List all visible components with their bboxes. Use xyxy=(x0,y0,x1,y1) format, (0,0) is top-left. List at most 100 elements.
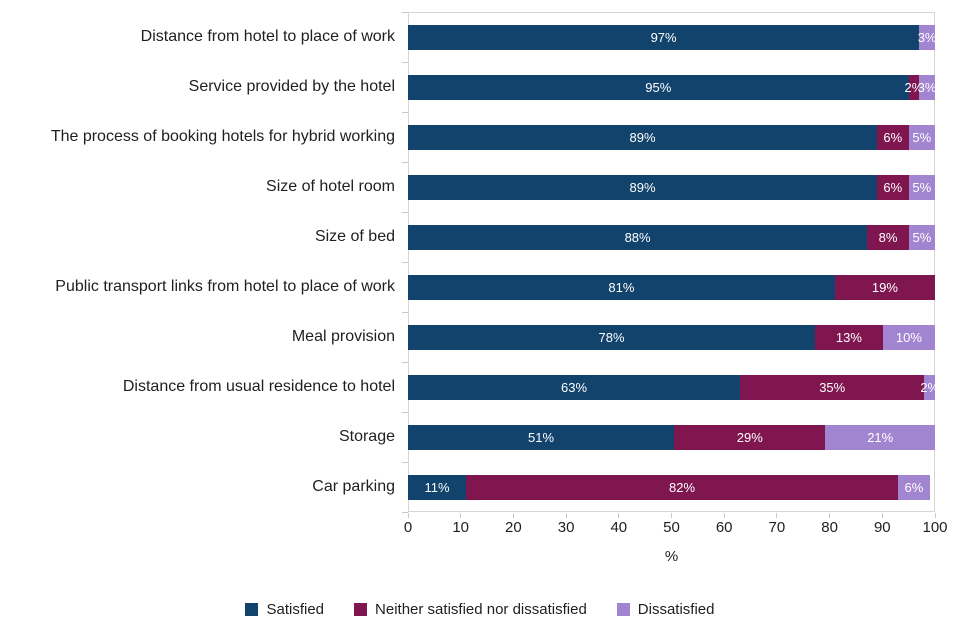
bar-segment: 3% xyxy=(917,74,937,100)
bar-value-label: 82% xyxy=(669,479,696,495)
x-tick-label: 10 xyxy=(452,519,470,536)
bar-value-label: 6% xyxy=(883,129,903,145)
legend: Satisfied Neither satisfied nor dissatisf… xyxy=(0,601,960,618)
bar-value-label: 6% xyxy=(904,479,924,495)
bar-segment: 5% xyxy=(908,224,935,250)
bar-segment: 89% xyxy=(408,174,878,200)
x-axis: 0 10 20 30 40 50 60 70 80 90 100 xyxy=(404,519,948,539)
bar-value-label: 5% xyxy=(912,229,932,245)
bar-segment: 6% xyxy=(898,474,930,500)
bar-segment: 97% xyxy=(408,24,920,50)
chart-row: Size of bed 88% 8% 5% xyxy=(0,212,935,262)
bar-value-label: 88% xyxy=(624,229,651,245)
chart-row: The process of booking hotels for hybrid… xyxy=(0,112,935,162)
bar-track: 63% 35% 2% xyxy=(408,374,939,400)
bar-value-label: 3% xyxy=(917,79,937,95)
category-label: Storage xyxy=(338,428,395,446)
bar-track: 78% 13% 10% xyxy=(408,324,935,350)
y-tick-mark xyxy=(402,212,408,213)
x-tick-label: 40 xyxy=(610,519,628,536)
bar-value-label: 89% xyxy=(629,129,656,145)
bar-value-label: 63% xyxy=(560,379,588,395)
x-tick-mark xyxy=(565,513,567,518)
bar-track: 11% 82% 6% xyxy=(408,474,935,500)
bar-value-label: 5% xyxy=(912,179,932,195)
chart-row: Distance from hotel to place of work 97%… xyxy=(0,12,937,62)
y-tick-mark xyxy=(402,162,408,163)
x-tick-mark xyxy=(512,513,514,518)
bar-segment: 5% xyxy=(908,174,935,200)
x-tick-mark xyxy=(776,513,778,518)
chart-rows: Distance from hotel to place of work 97%… xyxy=(0,12,939,512)
chart-row: Meal provision 78% 13% 10% xyxy=(0,312,935,362)
bar-value-label: 21% xyxy=(867,429,894,445)
bar-segment: 51% xyxy=(408,424,675,450)
legend-swatch xyxy=(616,603,630,616)
legend-swatch xyxy=(354,603,368,616)
bar-segment: 2% xyxy=(920,374,939,400)
legend-item: Dissatisfied xyxy=(616,601,715,618)
y-tick-mark xyxy=(402,312,408,313)
bar-segment: 88% xyxy=(408,224,868,250)
y-tick-mark xyxy=(402,362,408,363)
x-tick-mark xyxy=(460,513,462,518)
x-tick-mark xyxy=(671,513,672,518)
x-tick-label: 30 xyxy=(557,519,575,536)
bar-value-label: 19% xyxy=(871,279,898,295)
category-label: Distance from hotel to place of work xyxy=(140,28,395,46)
legend-label: Satisfied xyxy=(266,601,325,618)
chart-row: Public transport links from hotel to pla… xyxy=(0,262,935,312)
category-label: Service provided by the hotel xyxy=(188,78,395,96)
x-tick-mark xyxy=(618,513,620,518)
x-tick-label: 20 xyxy=(505,519,522,536)
y-tick-mark xyxy=(402,12,408,13)
bar-segment: 19% xyxy=(834,274,935,300)
x-tick-label: 50 xyxy=(663,519,680,536)
bar-track: 89% 6% 5% xyxy=(408,124,935,150)
bar-value-label: 3% xyxy=(917,29,937,45)
bar-segment: 11% xyxy=(408,474,466,500)
bar-segment: 8% xyxy=(867,224,909,250)
category-label: Public transport links from hotel to pla… xyxy=(55,278,395,296)
y-tick-mark xyxy=(402,462,408,463)
chart-row: Car parking 11% 82% 6% xyxy=(0,462,935,512)
y-tick-mark xyxy=(402,412,408,413)
bar-value-label: 13% xyxy=(835,329,862,345)
category-label: Size of hotel room xyxy=(266,178,395,196)
chart-row: Distance from usual residence to hotel 6… xyxy=(0,362,939,412)
y-tick-mark xyxy=(402,62,408,63)
category-label: Size of bed xyxy=(314,228,395,246)
bar-value-label: 8% xyxy=(878,229,898,245)
bar-segment: 6% xyxy=(877,124,909,150)
bar-segment: 3% xyxy=(917,24,937,50)
x-tick-mark xyxy=(407,513,409,518)
x-tick-label: 80 xyxy=(821,519,838,536)
legend-item: Satisfied xyxy=(245,601,324,618)
bar-segment: 21% xyxy=(825,424,935,450)
x-axis-tick-marks xyxy=(407,513,936,518)
bar-track: 95% 2% 3% xyxy=(408,74,937,100)
chart-row: Size of hotel room 89% 6% 5% xyxy=(0,162,935,212)
x-tick-label: 70 xyxy=(768,519,786,536)
bar-segment: 29% xyxy=(674,424,826,450)
bar-track: 88% 8% 5% xyxy=(408,224,935,250)
bar-value-label: 29% xyxy=(736,429,763,445)
x-tick-mark xyxy=(829,513,831,518)
chart-row: Storage 51% 29% 21% xyxy=(0,412,935,462)
bar-track: 51% 29% 21% xyxy=(408,424,935,450)
x-tick-label: 90 xyxy=(873,519,891,536)
y-tick-mark xyxy=(402,112,408,113)
x-tick-label: 60 xyxy=(715,519,733,536)
bar-value-label: 89% xyxy=(629,179,656,195)
legend-label: Neither satisfied nor dissatisfied xyxy=(375,601,587,618)
bar-segment: 10% xyxy=(882,324,935,350)
bar-value-label: 2% xyxy=(904,79,924,95)
x-axis-title: % xyxy=(664,548,679,565)
bar-value-label: 6% xyxy=(883,179,903,195)
chart-row: Service provided by the hotel 95% 2% 3% xyxy=(0,62,937,112)
bar-value-label: 11% xyxy=(424,479,450,495)
bar-value-label: 10% xyxy=(895,329,922,345)
bar-segment: 78% xyxy=(408,324,815,350)
y-tick-mark xyxy=(402,262,408,263)
